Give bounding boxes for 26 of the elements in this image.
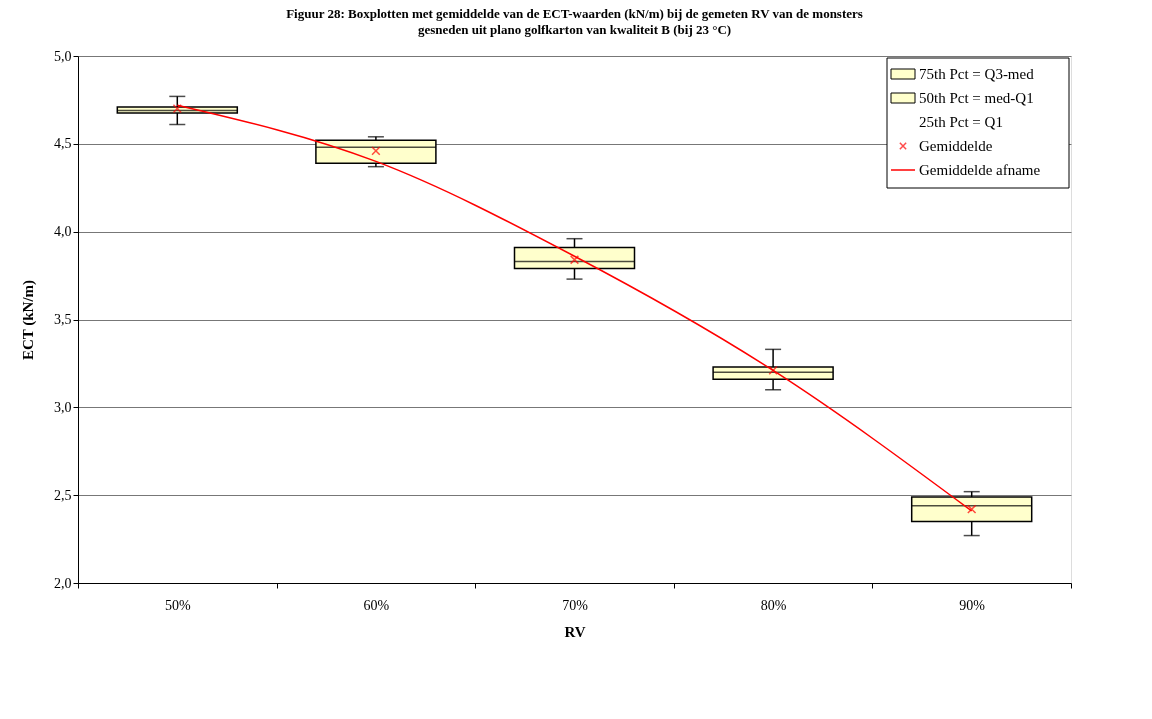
y-tick-label: 3,0 (54, 399, 72, 415)
x-tick-label: 80% (760, 597, 787, 613)
y-tick-label: 5,0 (54, 48, 72, 64)
chart-subtitle: gesneden uit plano golfkarton van kwaliteit B (bij 23 °C) (417, 22, 732, 37)
y-tick-label: 2,5 (54, 487, 72, 503)
point (768, 365, 778, 376)
y-tick-label: 4,0 (54, 224, 72, 240)
x-axis-title: RV (564, 623, 586, 640)
legend-label: Gemiddelde afname (919, 162, 1041, 178)
legend-label: Gemiddelde (919, 138, 993, 154)
point (967, 504, 977, 514)
point (371, 146, 381, 156)
annotation: 50th Pct = med-Q1 (919, 90, 1034, 106)
x-tick-label: 50% (164, 597, 191, 613)
annotation: 25th Pct = Q1 (919, 114, 1003, 130)
legend-label: 75th Pct = Q3-med (919, 66, 1035, 82)
point (172, 104, 182, 114)
y-axis-title: ECT (kN/m) (20, 279, 37, 361)
x-tick-label: 90% (959, 597, 986, 613)
y-tick-label: 3,5 (54, 312, 72, 327)
chart-title: Figuur 28: Boxplotten met gemiddelde van de ECT-waarden (kN/m) bij de gemeten RV van de monsters (286, 6, 863, 21)
y-tick-label: 2,0 (54, 575, 72, 591)
point (569, 255, 580, 265)
x-tick-label: 60% (363, 597, 390, 613)
y-tick-label: 4,5 (54, 136, 72, 152)
x-tick-label: 70% (562, 597, 589, 613)
